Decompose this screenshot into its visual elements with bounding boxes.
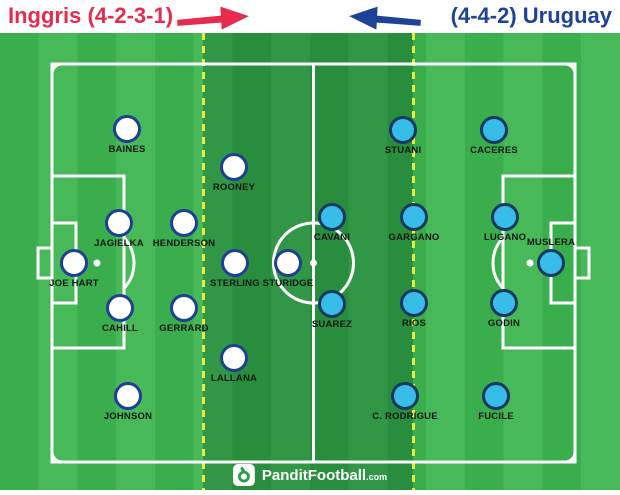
corner-arc-bottom-left xyxy=(50,451,63,464)
left-six-yard-box xyxy=(50,221,78,305)
third-divider-line-right xyxy=(412,33,415,490)
watermark-brand: PanditFootball xyxy=(261,466,367,484)
left-penalty-spot xyxy=(93,259,101,267)
header: Inggris (4-2-3-1) (4-4-2) Uruguay xyxy=(0,0,620,33)
right-penalty-spot xyxy=(526,259,534,267)
arrow-right-shape xyxy=(177,6,249,30)
england-formation-title: Inggris (4-2-3-1) xyxy=(8,3,174,28)
whistle-icon xyxy=(232,464,255,486)
watermark-text: PanditFootball.com xyxy=(262,467,387,484)
third-divider-line-left xyxy=(202,33,205,490)
centre-spot xyxy=(310,259,317,267)
pitch-markings xyxy=(36,62,591,464)
uruguay-formation-title: (4-4-2) Uruguay xyxy=(450,3,612,28)
england-attack-direction-arrow-icon xyxy=(177,6,249,30)
corner-arc-bottom-right xyxy=(564,451,577,464)
football-pitch xyxy=(0,33,620,490)
corner-arc-top-right xyxy=(564,62,577,75)
right-penalty-area xyxy=(501,174,577,350)
watermark: PanditFootball.com xyxy=(232,461,387,489)
watermark-suffix: .com xyxy=(366,471,388,482)
left-goal xyxy=(36,246,54,280)
right-goal xyxy=(573,246,591,280)
left-penalty-area xyxy=(50,174,126,350)
right-six-yard-box xyxy=(549,221,577,305)
arrow-left-shape xyxy=(349,6,421,30)
right-penalty-arc xyxy=(491,236,505,290)
uruguay-attack-direction-arrow-icon xyxy=(349,6,421,30)
centre-circle xyxy=(272,221,355,305)
corner-arc-top-left xyxy=(50,62,63,75)
left-penalty-arc xyxy=(122,236,136,290)
